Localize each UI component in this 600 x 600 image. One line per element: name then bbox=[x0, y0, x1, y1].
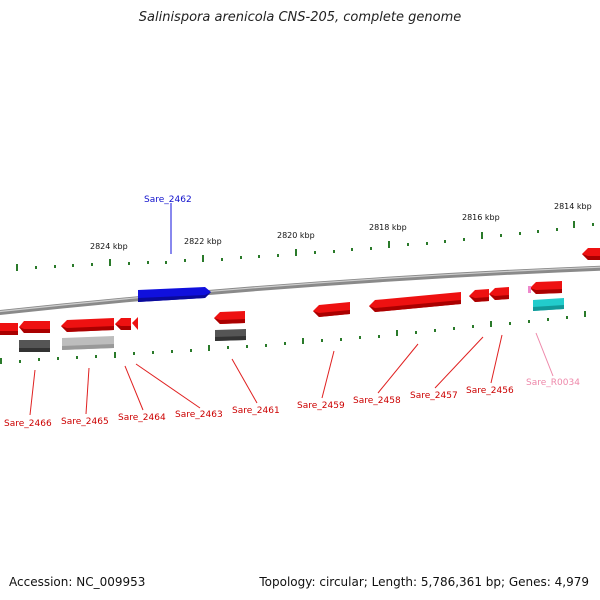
pseudo-gene-dark-2[interactable] bbox=[215, 329, 246, 341]
gene-sare-2458[interactable] bbox=[369, 292, 461, 312]
genome-backbone bbox=[0, 265, 600, 315]
gene-sare-2466[interactable] bbox=[19, 321, 50, 333]
label-sare-2461: Sare_2461 bbox=[232, 406, 280, 416]
scale-label-2814: 2814 kbp bbox=[554, 202, 592, 211]
label-sare-2457: Sare_2457 bbox=[410, 391, 458, 401]
inner-scale-ticks bbox=[0, 311, 586, 364]
label-sare-r0034: Sare_R0034 bbox=[526, 378, 580, 388]
genome-summary-text: Topology: circular; Length: 5,786,361 bp… bbox=[259, 575, 589, 589]
label-sare-2458: Sare_2458 bbox=[353, 396, 401, 406]
scale-label-2816: 2816 kbp bbox=[462, 213, 500, 222]
pseudo-gene-light[interactable] bbox=[62, 336, 114, 350]
genome-title: Salinispora arenicola CNS-205, complete … bbox=[138, 10, 462, 25]
label-sare-2466: Sare_2466 bbox=[4, 419, 52, 429]
connector-sare-r0034 bbox=[535, 332, 554, 377]
gene-sare-2465[interactable] bbox=[61, 318, 114, 332]
gene-sare-2461[interactable] bbox=[214, 311, 245, 324]
gene-sare-2456[interactable] bbox=[489, 287, 509, 300]
scale-label-2822: 2822 kbp bbox=[184, 237, 222, 246]
scale-label-2818: 2818 kbp bbox=[369, 223, 407, 232]
bottom-connectors bbox=[29, 334, 503, 416]
reverse-genes bbox=[0, 248, 600, 335]
label-sare-2459: Sare_2459 bbox=[297, 401, 345, 411]
label-sare-2463: Sare_2463 bbox=[175, 410, 223, 420]
scale-label-2820: 2820 kbp bbox=[277, 231, 315, 240]
label-sare-2462: Sare_2462 bbox=[144, 195, 192, 205]
gene-sare-2467[interactable] bbox=[0, 323, 18, 335]
accession-text: Accession: NC_009953 bbox=[9, 575, 146, 589]
pseudo-gene-dark-1[interactable] bbox=[19, 340, 50, 352]
label-sare-2456: Sare_2456 bbox=[466, 386, 514, 396]
outer-scale-ticks bbox=[16, 221, 594, 271]
gene-sare-2459[interactable] bbox=[313, 302, 350, 317]
label-sare-2464: Sare_2464 bbox=[118, 413, 166, 423]
gene-sare-2454[interactable] bbox=[582, 248, 600, 260]
gene-sare-2457[interactable] bbox=[469, 289, 489, 302]
gene-sare-2463[interactable] bbox=[132, 317, 138, 330]
gene-sare-r0034[interactable] bbox=[533, 298, 564, 311]
scale-label-2824: 2824 kbp bbox=[90, 242, 128, 251]
gene-sare-2455[interactable] bbox=[530, 281, 562, 294]
rna-marker bbox=[528, 286, 531, 293]
label-sare-2465: Sare_2465 bbox=[61, 417, 109, 427]
gene-sare-2464[interactable] bbox=[115, 318, 131, 330]
gene-sare-2462[interactable] bbox=[138, 287, 211, 302]
